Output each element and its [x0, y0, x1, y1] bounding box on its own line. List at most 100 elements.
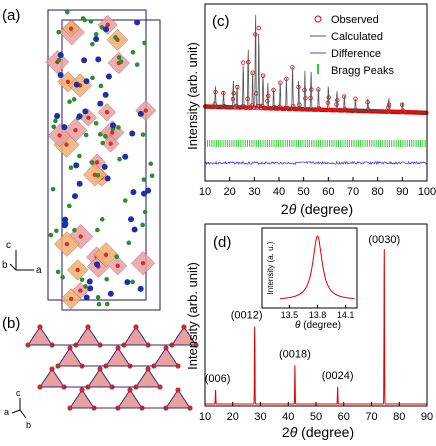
green-atom [93, 31, 99, 37]
blue-atom [57, 52, 64, 59]
lattice-atom [187, 405, 193, 411]
lattice-atom [181, 324, 187, 330]
green-atom [130, 279, 135, 285]
green-atom [140, 132, 146, 137]
metal-atom [104, 109, 110, 115]
green-atom [90, 41, 95, 47]
lattice-atom [133, 324, 139, 330]
green-atom [100, 140, 106, 146]
green-atom [95, 172, 101, 178]
green-atom [96, 301, 102, 307]
green-atom [118, 59, 124, 65]
metal-atom [78, 234, 83, 239]
green-atom [104, 276, 109, 282]
blue-atom [73, 162, 80, 169]
green-atom [95, 227, 100, 233]
x-tick-label-d: 60 [338, 411, 350, 423]
y-axis-label-c: Intensity (arb. unit) [185, 42, 200, 150]
green-atom [88, 19, 94, 24]
green-atom [68, 165, 74, 170]
inset-d: 13.5 13.8 14.1 Intensity (a. u.) θ (degree… [261, 227, 358, 331]
plot-c-marks [202, 14, 429, 166]
green-atom [51, 124, 56, 130]
difference-line [204, 160, 428, 166]
crystal-structure-a [45, 9, 161, 311]
x-tick-label-d: 10 [199, 411, 211, 423]
green-atom [99, 217, 105, 222]
metal-atom [105, 22, 110, 28]
inset-x-tick-label: 14.1 [337, 310, 355, 320]
axis-c-label-b: c [16, 388, 21, 398]
lattice-atom [37, 384, 43, 390]
green-atom [83, 284, 88, 289]
triangle-unit [39, 368, 65, 388]
lattice-atom [25, 342, 31, 348]
triangle-unit [123, 326, 149, 346]
x-axis-label-c: 2θ (degree) [281, 201, 353, 217]
inset-x-axis-label: θ (degree) [295, 320, 341, 331]
green-atom [67, 99, 72, 104]
lattice-atom [145, 366, 151, 372]
x-tick-label-d: 90 [421, 411, 433, 423]
calculated-line [205, 14, 427, 113]
triangle-unit [27, 326, 53, 346]
green-atom [114, 254, 119, 260]
green-atom [97, 132, 103, 137]
x-tick-label-c: 30 [248, 186, 260, 198]
green-atom [117, 156, 122, 162]
blue-atom [82, 108, 89, 115]
blue-atom [134, 19, 141, 26]
green-atom [95, 294, 101, 300]
x-axis-label-c-symbol: θ [289, 201, 297, 217]
panel-b-label: (b) [2, 315, 20, 332]
green-atom [113, 35, 118, 40]
x-axis-label-d-symbol: θ [290, 424, 298, 440]
green-atom [67, 203, 72, 209]
blue-atom [62, 220, 69, 227]
x-ticks-c: 10 20 30 40 50 60 70 80 90 100 [199, 177, 436, 198]
blue-atom [71, 193, 78, 200]
green-atom [103, 134, 108, 139]
x-axis-label-c-prefix: 2 [281, 201, 289, 217]
green-atom [53, 118, 58, 124]
inset-marks: 13.5 13.8 14.1 [280, 235, 355, 320]
x-axis-label-d-suffix: (degree) [297, 424, 354, 440]
triangle-unit [69, 389, 95, 409]
peak-label: (0018) [279, 348, 311, 360]
blue-atom [137, 285, 144, 292]
x-tick-label-c: 100 [418, 186, 436, 198]
green-atom [48, 232, 54, 238]
inset-line [280, 235, 355, 300]
x-ticks-d: 10 20 30 40 50 60 70 80 90 [199, 402, 433, 423]
blue-atom [137, 110, 144, 117]
blue-atom [83, 78, 90, 85]
axis-c-label-a: c [6, 240, 11, 251]
green-atom [104, 301, 110, 307]
lattice-atom [127, 387, 133, 393]
axis-a-label-a: a [36, 265, 42, 276]
x-tick-label-c: 70 [347, 186, 359, 198]
blue-atom [145, 187, 152, 194]
blue-atom [86, 278, 93, 285]
blue-atom [61, 124, 68, 131]
lattice-atom [115, 345, 121, 351]
green-atom [148, 161, 154, 167]
lattice-atom [49, 366, 55, 372]
x-tick-label-c: 10 [199, 186, 211, 198]
axis-b-label-a: b [2, 260, 8, 271]
inset-x-axis-label-suffix: (degree) [300, 320, 341, 331]
x-tick-label-c: 60 [322, 186, 334, 198]
triangle-unit [75, 326, 101, 346]
legend-c: Observed Calculated Difference Bragg Pea… [310, 14, 394, 77]
green-atom [130, 50, 136, 55]
green-atom [90, 75, 95, 81]
blue-atom [62, 216, 69, 223]
lattice-atom [67, 405, 73, 411]
peak-label: (006) [205, 373, 231, 385]
observed-point [424, 110, 429, 115]
x-axis-label-d: 2θ (degree) [282, 424, 354, 440]
inset-y-axis-label: Intensity (a. u.) [266, 241, 275, 294]
metal-atom [140, 261, 146, 266]
metal-atom [73, 127, 78, 133]
